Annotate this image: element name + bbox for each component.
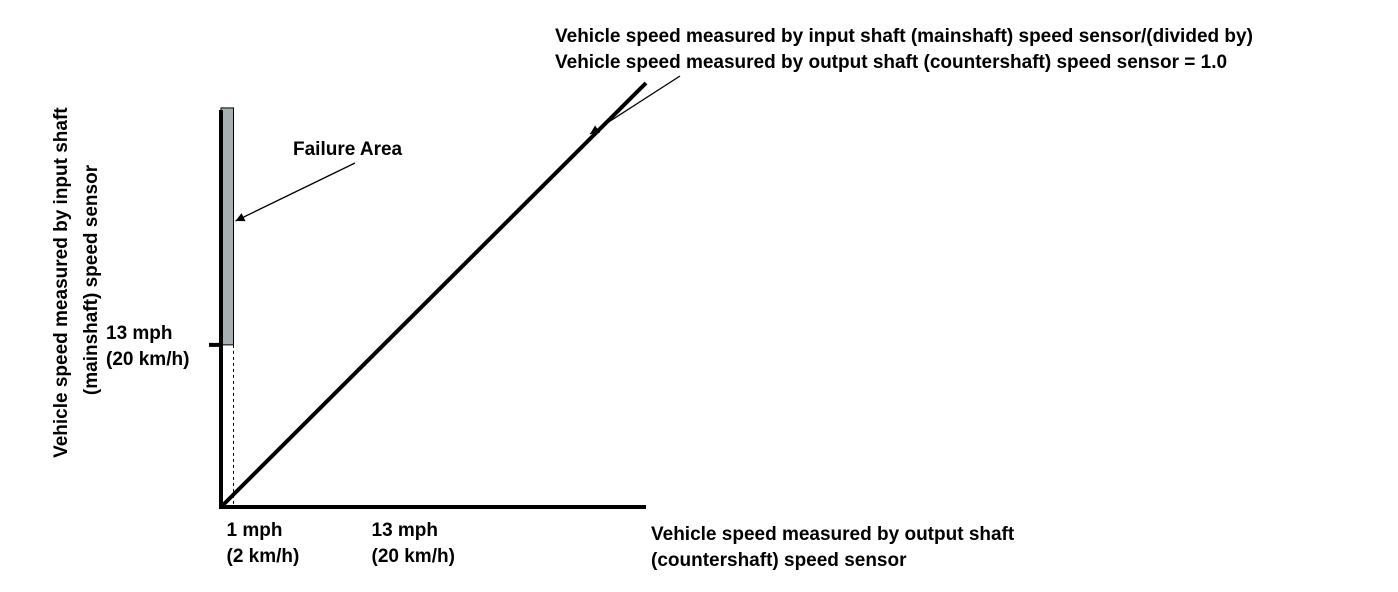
ratio-annotation-arrow (589, 75, 681, 135)
y-axis-title: Vehicle speed measured by input shaft (m… (51, 102, 102, 458)
x-tick-label: 13 mph (20 km/h) (372, 520, 455, 567)
x-axis-title: Vehicle speed measured by output shaft (… (651, 524, 1020, 571)
ratio-line (219, 81, 648, 509)
x-tick-label-line-2: (2 km/h) (227, 546, 300, 567)
y-axis-title-line-2: (mainshaft) speed sensor (81, 164, 102, 395)
x-axis-title-line-2: (countershaft) speed sensor (651, 550, 907, 571)
failure-area-label: Failure Area (293, 139, 403, 160)
y-tick-label: 13 mph (20 km/h) (106, 323, 189, 370)
x-axis-title-line-1: Vehicle speed measured by output shaft (651, 524, 1015, 545)
y-tick-label-line-2: (20 km/h) (106, 349, 189, 370)
y-axis-title-line-1: Vehicle speed measured by input shaft (51, 107, 72, 458)
x-tick-label-line-1: 13 mph (372, 520, 439, 541)
failure-area-arrow (235, 162, 356, 222)
x-tick-label-line-1: 1 mph (227, 520, 283, 541)
y-tick-label-line-1: 13 mph (106, 323, 173, 344)
ratio-annotation-line-2: Vehicle speed measured by output shaft (… (555, 52, 1227, 73)
ratio-annotation-line-1: Vehicle speed measured by input shaft (m… (555, 26, 1253, 47)
x-tick-label: 1 mph (2 km/h) (227, 520, 300, 567)
ratio-annotation: Vehicle speed measured by input shaft (m… (555, 26, 1258, 73)
x-tick-label-line-2: (20 km/h) (372, 546, 455, 567)
